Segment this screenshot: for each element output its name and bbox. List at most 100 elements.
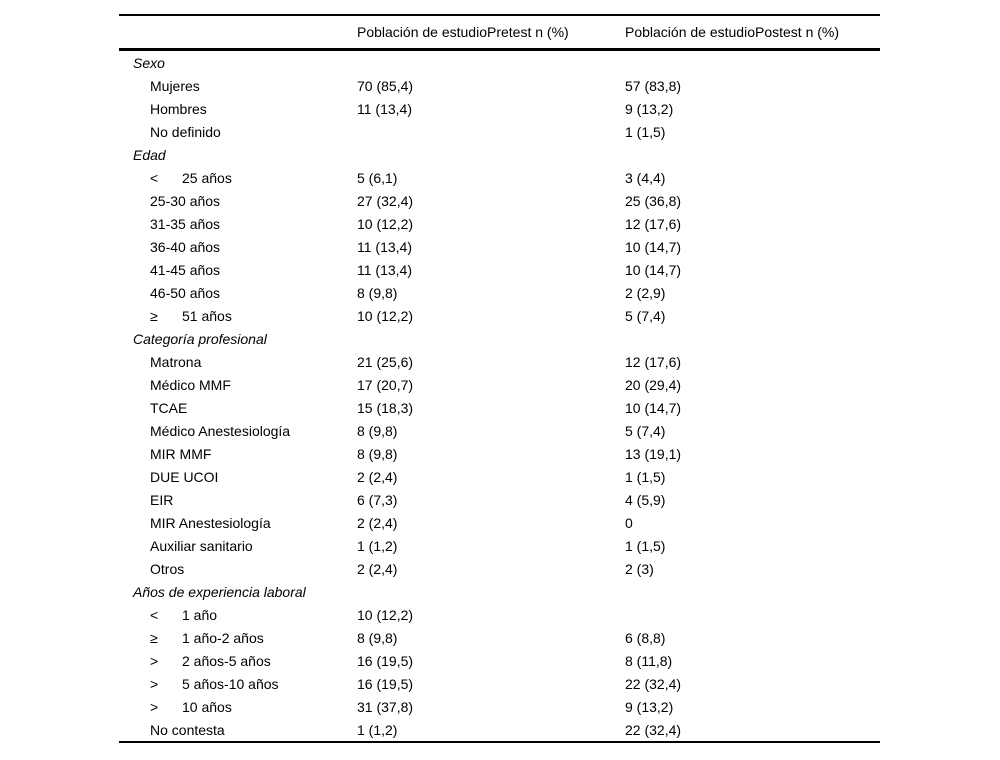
row-label: Mujeres [150,77,200,94]
row-label-cell: Auxiliar sanitario [119,538,357,554]
table-body: Sexo Mujeres 70 (85,4) 57 (83,8) Hombres 11 (… [119,51,880,741]
postest-value: 0 [625,514,633,531]
postest-value: 13 (19,1) [625,445,682,462]
table-row: <25 años 5 (6,1) 3 (4,4) [119,166,880,189]
row-label-cell: >10 años [119,699,357,715]
pretest-value: 2 (2,4) [357,468,398,485]
table-row: EIR 6 (7,3) 4 (5,9) [119,488,880,511]
postest-value: 1 (1,5) [625,468,666,485]
row-label: 1 año-2 años [182,629,264,646]
comparator-symbol: ≥ [150,629,158,646]
table-row: Otros 2 (2,4) 2 (3) [119,557,880,580]
comparator-symbol: < [150,169,159,186]
pretest-value: 10 (12,2) [357,307,414,324]
pretest-value: 15 (18,3) [357,399,414,416]
pretest-value: 1 (1,2) [357,721,398,738]
row-label: MIR MMF [150,445,212,462]
pretest-value: 5 (6,1) [357,169,398,186]
table-row: Médico MMF 17 (20,7) 20 (29,4) [119,373,880,396]
postest-value: 22 (32,4) [625,675,682,692]
pretest-value: 11 (13,4) [357,238,412,255]
comparator-symbol: ≥ [150,307,158,324]
pretest-value: 2 (2,4) [357,514,398,531]
postest-value: 5 (7,4) [625,307,666,324]
row-label: Médico MMF [150,376,231,393]
pretest-value: 8 (9,8) [357,422,398,439]
postest-value: 1 (1,5) [625,537,666,554]
row-label-cell: Médico MMF [119,377,357,393]
row-label-cell: MIR MMF [119,446,357,462]
table-row: 46-50 años 8 (9,8) 2 (2,9) [119,281,880,304]
table-row: >5 años-10 años 16 (19,5) 22 (32,4) [119,672,880,695]
row-label-cell: DUE UCOI [119,469,357,485]
row-label-cell: ≥51 años [119,308,357,324]
table-row: >10 años 31 (37,8) 9 (13,2) [119,695,880,718]
postest-value: 12 (17,6) [625,215,682,232]
row-label: 1 año [182,606,218,623]
row-label-cell: <1 año [119,607,357,623]
row-label: 31-35 años [150,215,221,232]
row-label: 25-30 años [150,192,221,209]
postest-value: 25 (36,8) [625,192,682,209]
table-row: Mujeres 70 (85,4) 57 (83,8) [119,74,880,97]
pretest-value: 70 (85,4) [357,77,414,94]
row-label: 51 años [182,307,232,324]
postest-value: 20 (29,4) [625,376,682,393]
row-label-cell: >2 años-5 años [119,653,357,669]
row-label-cell: ≥1 año-2 años [119,630,357,646]
postest-value: 12 (17,6) [625,353,682,370]
postest-value: 10 (14,7) [625,399,682,416]
row-label: 25 años [182,169,232,186]
section-header-row: Años de experiencia laboral [119,580,880,603]
pretest-value: 2 (2,4) [357,560,398,577]
row-label: 41-45 años [150,261,221,278]
postest-value: 22 (32,4) [625,721,682,738]
table-row: TCAE 15 (18,3) 10 (14,7) [119,396,880,419]
row-label: Hombres [150,100,207,117]
postest-value: 3 (4,4) [625,169,666,186]
postest-value: 8 (11,8) [625,652,673,669]
comparator-symbol: > [150,675,159,692]
row-label: EIR [150,491,174,508]
pretest-value: 8 (9,8) [357,445,398,462]
row-label-cell: Hombres [119,101,357,117]
row-label: Otros [150,560,185,577]
pretest-value: 27 (32,4) [357,192,414,209]
table-row: No definido 1 (1,5) [119,120,880,143]
table-top-rule [119,14,880,16]
demographics-table: Población de estudioPretest n (%) Poblac… [119,14,880,743]
postest-value: 4 (5,9) [625,491,666,508]
pretest-value: 1 (1,2) [357,537,398,554]
table-header-row: Población de estudioPretest n (%) Poblac… [119,16,880,48]
row-label-cell: Matrona [119,354,357,370]
pretest-value: 31 (37,8) [357,698,414,715]
postest-value: 1 (1,5) [625,123,666,140]
table-row: 36-40 años 11 (13,4) 10 (14,7) [119,235,880,258]
section-title: Sexo [133,54,165,71]
row-label-cell: Médico Anestesiología [119,423,357,439]
row-label-cell: <25 años [119,170,357,186]
row-label: Auxiliar sanitario [150,537,253,554]
section-header-row: Categoría profesional [119,327,880,350]
table-row: No contesta 1 (1,2) 22 (32,4) [119,718,880,741]
table-bottom-rule [119,741,880,743]
table-row: Matrona 21 (25,6) 12 (17,6) [119,350,880,373]
table-row: DUE UCOI 2 (2,4) 1 (1,5) [119,465,880,488]
section-title: Edad [133,146,166,163]
pretest-value: 16 (19,5) [357,675,414,692]
table-row: MIR MMF 8 (9,8) 13 (19,1) [119,442,880,465]
postest-value: 5 (7,4) [625,422,666,439]
table-row: 31-35 años 10 (12,2) 12 (17,6) [119,212,880,235]
row-label: No contesta [150,721,225,738]
header-postest-label: Población de estudioPostest n (%) [625,24,840,40]
postest-value: 2 (3) [625,560,654,577]
comparator-symbol: > [150,698,159,715]
section-title: Años de experiencia laboral [133,583,306,600]
pretest-value: 21 (25,6) [357,353,414,370]
row-label: MIR Anestesiología [150,514,271,531]
row-label-cell: TCAE [119,400,357,416]
table-row: >2 años-5 años 16 (19,5) 8 (11,8) [119,649,880,672]
row-label-cell: 25-30 años [119,193,357,209]
table-row: Hombres 11 (13,4) 9 (13,2) [119,97,880,120]
row-label: TCAE [150,399,188,416]
